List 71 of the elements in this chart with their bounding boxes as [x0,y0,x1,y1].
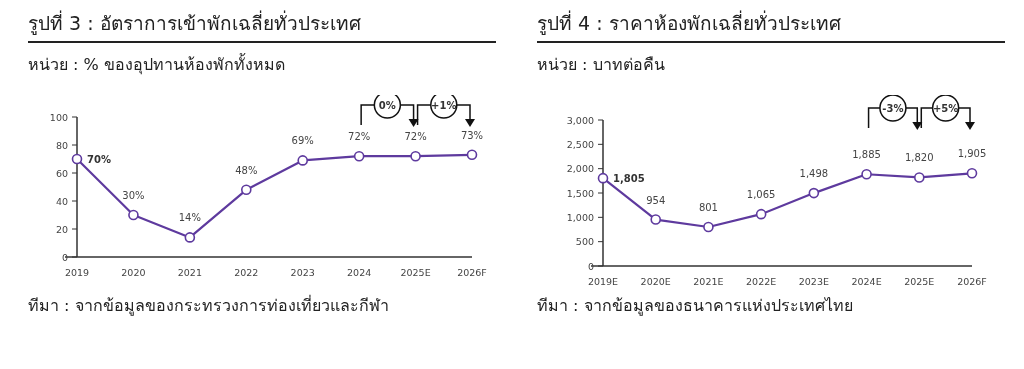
text: ทีมา : จากข้อมูลของกระทรวงการท่องเที่ยวและกีฬา [28,296,390,316]
data-label: 14% [178,212,201,224]
point [861,168,872,180]
x-tick-label: 2024E [851,276,882,287]
data-label: 72% [404,131,427,143]
data-label: 801 [698,202,718,214]
x-tick-label: 2022E [746,276,777,287]
point [966,167,978,179]
point [913,172,925,183]
x-tick-label: 2020 [121,267,146,278]
point [128,209,139,221]
text: 0% [378,99,396,111]
data-label: 1,885 [852,149,881,161]
text: +5% [932,102,959,114]
y-tick-label: 100 [49,111,68,123]
x-tick-label: 2023E [798,276,829,287]
point [755,208,767,220]
x-tick-label: 2026F [457,267,487,278]
data-label: 1,498 [799,168,829,180]
data-label: 30% [122,190,145,201]
point [597,172,609,184]
y-tick-label: 2,000 [566,163,594,175]
y-tick-label: 2,500 [566,138,594,150]
data-label: 69% [291,135,314,147]
chart-title: รูปที่ 4 : ราคาห้องพักเฉลี่ยทั่วประเทศ [537,8,1005,43]
point [703,221,714,233]
data-label: 72% [348,131,371,143]
x-tick-label: 2019 [64,267,90,278]
point [240,184,252,196]
chart-title: รูปที่ 3 : อัตราการเข้าพักเฉลี่ยทั่วประเทศ [28,8,496,43]
point [808,187,820,199]
y-tick-label: 1,000 [566,211,594,223]
point [410,150,421,162]
chart-subtitle: หน่วย : % ของอุปทานห้องพักทั้งหมด [28,52,285,77]
x-tick-label: 2025E [400,267,431,278]
text: ทีมา : จากข้อมูลของธนาคารแห่งประเทศไทย [537,296,854,316]
point [71,153,83,165]
y-tick-label: 80 [55,139,68,151]
y-tick-label: 0 [61,251,68,263]
text: +1% [431,99,457,111]
x-tick-label: 2022 [234,267,259,278]
y-tick-label: 20 [55,223,68,235]
y-tick-label: 40 [55,195,68,207]
point [466,149,478,161]
x-tick-label: 2021E [693,276,724,287]
x-tick-label: 2020E [640,276,671,287]
x-tick-label: 2019E [587,276,619,287]
data-label: 70% [87,154,111,165]
data-label: 954 [646,194,666,206]
data-label: 1,905 [957,148,987,160]
x-tick-label: 2025E [904,276,935,287]
chart-subtitle: หน่วย : บาทต่อคืน [537,54,665,76]
data-label: 1,805 [613,173,645,185]
point [297,155,309,166]
y-tick-label: 3,000 [566,114,594,126]
data-label: 1,065 [746,189,776,201]
y-tick-label: 500 [575,236,594,248]
y-tick-label: 0 [587,260,594,272]
x-tick-label: 2023 [290,267,315,278]
data-label: 73% [460,129,484,141]
point [650,214,662,225]
point [353,150,365,162]
data-label: 48% [235,164,258,176]
data-label: 1,820 [904,152,934,164]
text: -3% [882,102,904,114]
point [184,232,196,243]
y-tick-label: 60 [55,167,68,179]
x-tick-label: 2026F [957,276,987,287]
y-tick-label: 1,500 [566,187,594,199]
x-tick-label: 2021 [177,267,202,278]
x-tick-label: 2024 [347,267,372,278]
